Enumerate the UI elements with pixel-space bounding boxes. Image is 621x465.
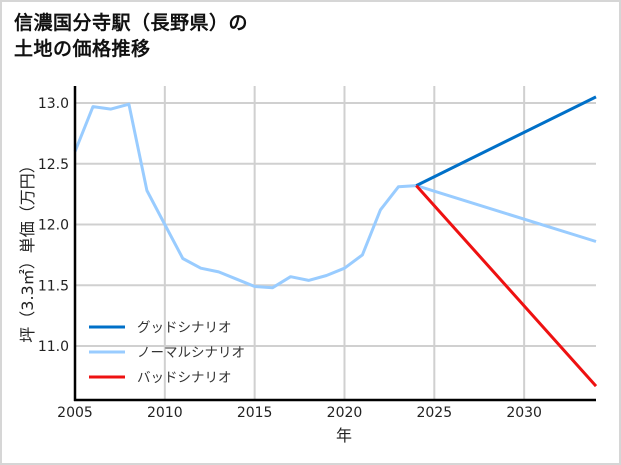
tick-labels: 2005 2010 2015 2020 2025 2030 11.0 11.5 12.0 12.5… [38, 96, 542, 421]
x-tick-label: 2005 [57, 405, 93, 421]
title-line-1: 信濃国分寺駅（長野県）の [14, 12, 249, 34]
y-tick-label: 11.0 [38, 339, 69, 355]
x-axis-label: 年 [336, 426, 352, 445]
series-line-normal [73, 102, 597, 290]
x-tick-label: 2015 [237, 405, 273, 421]
legend-label: グッドシナリオ [137, 320, 232, 336]
series-line-bad [415, 184, 598, 388]
x-tick-label: 2025 [416, 405, 452, 421]
x-tick-label: 2020 [327, 405, 363, 421]
y-tick-label: 12.5 [38, 157, 69, 173]
y-axis-label: 坪（3.3㎡）単価（万円） [18, 157, 37, 342]
y-tick-label: 12.0 [38, 218, 69, 234]
series-line-good [415, 95, 597, 187]
x-tick-label: 2010 [147, 405, 183, 421]
y-tick-label: 11.5 [38, 278, 69, 294]
legend-label: ノーマルシナリオ [137, 345, 245, 361]
legend-label: バッドシナリオ [137, 370, 232, 386]
x-tick-label: 2030 [506, 405, 542, 421]
chart-title: 信濃国分寺駅（長野県）の 土地の価格推移 [14, 10, 248, 62]
axes [73, 86, 596, 402]
title-line-2: 土地の価格推移 [14, 38, 151, 60]
grid-lines [75, 86, 596, 400]
series-lines [73, 95, 598, 388]
y-tick-label: 13.0 [38, 96, 69, 112]
